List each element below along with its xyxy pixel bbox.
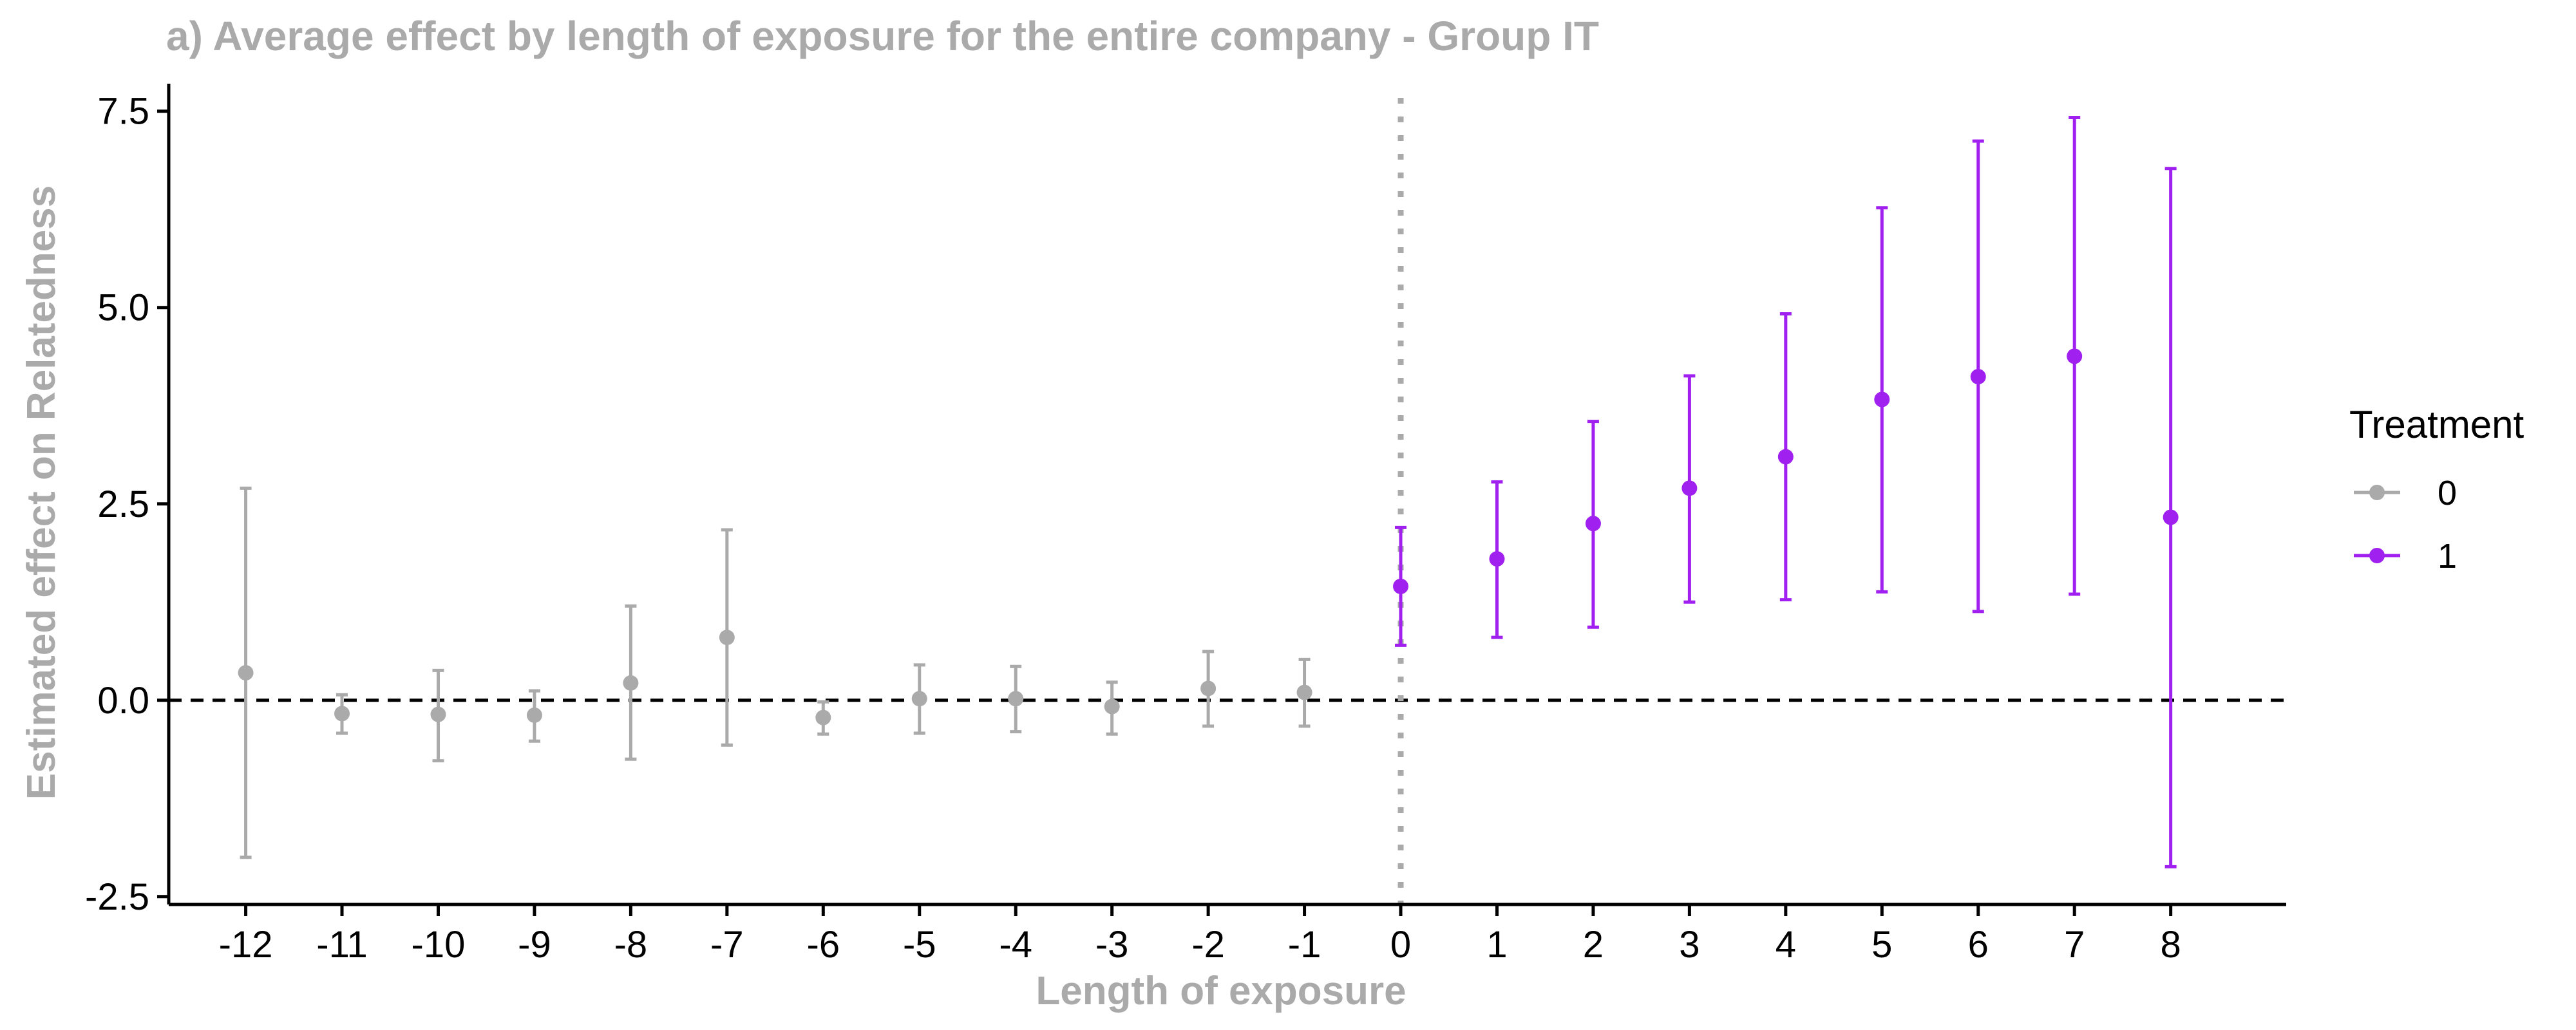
x-tick-label: 8 [2161,924,2181,966]
data-point-series-0 [719,630,735,646]
data-point-series-0 [911,691,927,707]
x-tick-label: -10 [412,924,466,966]
data-point-series-1 [1777,449,1794,465]
x-tick-label: -1 [1288,924,1321,966]
x-tick-label: 4 [1776,924,1796,966]
x-tick-label: -6 [807,924,840,966]
legend-key-point [2369,548,2385,563]
legend: Treatment 0 1 [2349,403,2524,576]
data-point-series-0 [430,706,446,722]
legend-item-0: 0 [2354,474,2457,512]
y-axis-title: Estimated effect on Relatedness [19,185,64,800]
data-point-series-1 [1874,391,1890,407]
y-tick-label: 2.5 [97,483,149,525]
legend-label: 1 [2438,537,2457,576]
y-tick-label: 7.5 [97,91,149,133]
x-tick-label: -9 [518,924,551,966]
data-point-series-0 [1104,698,1120,715]
x-tick-label: -8 [614,924,648,966]
legend-title: Treatment [2349,403,2524,446]
data-point-series-0 [1296,684,1312,700]
data-point-series-0 [238,665,254,681]
x-tick-label: 3 [1679,924,1700,966]
legend-key-point [2369,485,2385,500]
x-tick-label: -4 [999,924,1032,966]
x-tick-label: 0 [1390,924,1411,966]
x-tick-label: 7 [2064,924,2085,966]
legend-label: 0 [2438,474,2457,512]
data-point-series-1 [1970,369,1986,385]
legend-item-1: 1 [2354,537,2457,576]
x-tick-label: 6 [1968,924,1989,966]
x-tick-label: -7 [710,924,744,966]
data-point-series-1 [1393,578,1409,594]
x-tick-label: -2 [1191,924,1225,966]
x-tick-label: -11 [316,924,368,966]
data-point-series-0 [815,709,831,726]
x-tick-label: 1 [1486,924,1507,966]
data-point-series-0 [1200,680,1217,697]
y-tick-label: 0.0 [97,680,149,722]
x-tick-label: -12 [219,924,273,966]
x-tick-label: -3 [1095,924,1129,966]
data-point-series-1 [1681,480,1698,496]
data-point-series-0 [526,707,542,723]
y-tick-label: -2.5 [85,876,149,918]
data-point-series-1 [1489,551,1505,567]
data-point-series-0 [623,675,639,691]
data-point-series-1 [2067,348,2083,364]
data-point-series-0 [1008,691,1024,707]
x-axis-title: Length of exposure [1036,969,1406,1013]
x-tick-label: 2 [1583,924,1604,966]
y-tick-label: 5.0 [97,287,149,329]
plot-area: -2.50.02.55.07.5-12 -11 -10 -9 -8 -7 -6 -5 -4 -3-… [85,84,2286,966]
data-point-series-0 [334,706,350,722]
data-point-series-1 [2163,509,2179,525]
x-tick-label: 5 [1871,924,1892,966]
data-point-series-1 [1585,516,1601,532]
chart-title: a) Average effect by length of exposure … [166,13,1599,59]
x-tick-label: -5 [903,924,936,966]
